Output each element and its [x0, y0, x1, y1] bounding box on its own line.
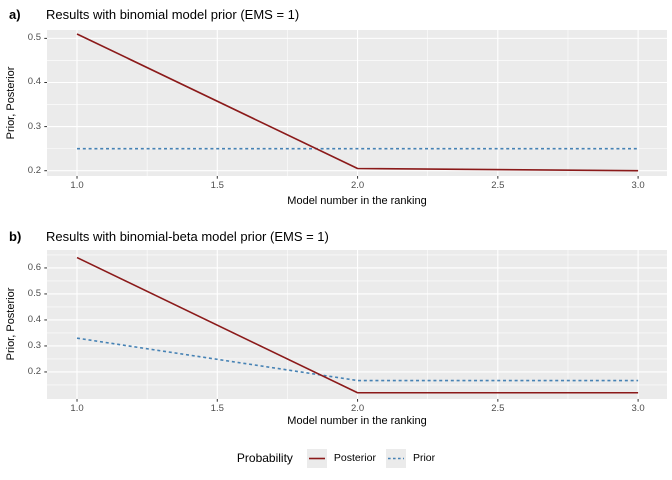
- x-tick-label: 2.0: [350, 180, 365, 191]
- legend: Probability Posterior Prior: [0, 446, 672, 470]
- y-tick-label: 0.5: [27, 287, 41, 299]
- x-tick-label: 3.0: [631, 403, 645, 414]
- y-tick-label: 0.3: [27, 120, 41, 132]
- legend-item-posterior: Posterior: [306, 448, 376, 468]
- x-tick-label: 1.5: [210, 180, 224, 191]
- x-tick-label: 1.0: [70, 403, 84, 414]
- chart-a-x-axis-title: Model number in the ranking: [287, 195, 427, 207]
- chart-a-y-axis-title: Prior, Posterior: [5, 66, 17, 140]
- prior-line-key-icon: [385, 448, 406, 468]
- series-posterior-panel-b: [76, 256, 639, 394]
- legend-title: Probability: [236, 451, 293, 465]
- chart-a-title: Results with binomial model prior (EMS =…: [46, 7, 300, 22]
- x-tick-label: 2.0: [350, 403, 365, 414]
- chart-b-title: Results with binomial-beta model prior (…: [46, 229, 329, 244]
- x-tick-label: 3.0: [631, 180, 645, 191]
- chart-b-y-axis-title: Prior, Posterior: [5, 287, 17, 361]
- panel-b: [47, 250, 667, 399]
- legend-label-posterior: Posterior: [333, 452, 376, 464]
- y-tick-label: 0.3: [27, 339, 41, 351]
- legend-label-prior: Prior: [412, 452, 436, 464]
- y-tick-label: 0.4: [27, 313, 41, 325]
- x-tick-label: 1.0: [70, 180, 84, 191]
- y-tick-label: 0.5: [27, 32, 41, 44]
- y-tick-label: 0.6: [27, 261, 41, 273]
- series-prior-panel-b: [76, 337, 639, 382]
- legend-item-prior: Prior: [385, 448, 436, 468]
- y-tick-label: 0.4: [27, 76, 41, 88]
- chart-a-tag: a): [9, 7, 21, 22]
- chart-b-x-axis-title: Model number in the ranking: [287, 415, 427, 427]
- chart-b-tag: b): [9, 229, 22, 244]
- posterior-line-key-icon: [306, 448, 327, 468]
- panel-a: [47, 30, 667, 176]
- x-tick-label: 1.5: [210, 403, 224, 414]
- series-posterior-panel-a: [76, 33, 639, 172]
- y-tick-label: 0.2: [27, 164, 41, 176]
- x-tick-label: 2.5: [491, 403, 505, 414]
- y-tick-label: 0.2: [27, 365, 41, 377]
- x-tick-label: 2.5: [491, 180, 505, 191]
